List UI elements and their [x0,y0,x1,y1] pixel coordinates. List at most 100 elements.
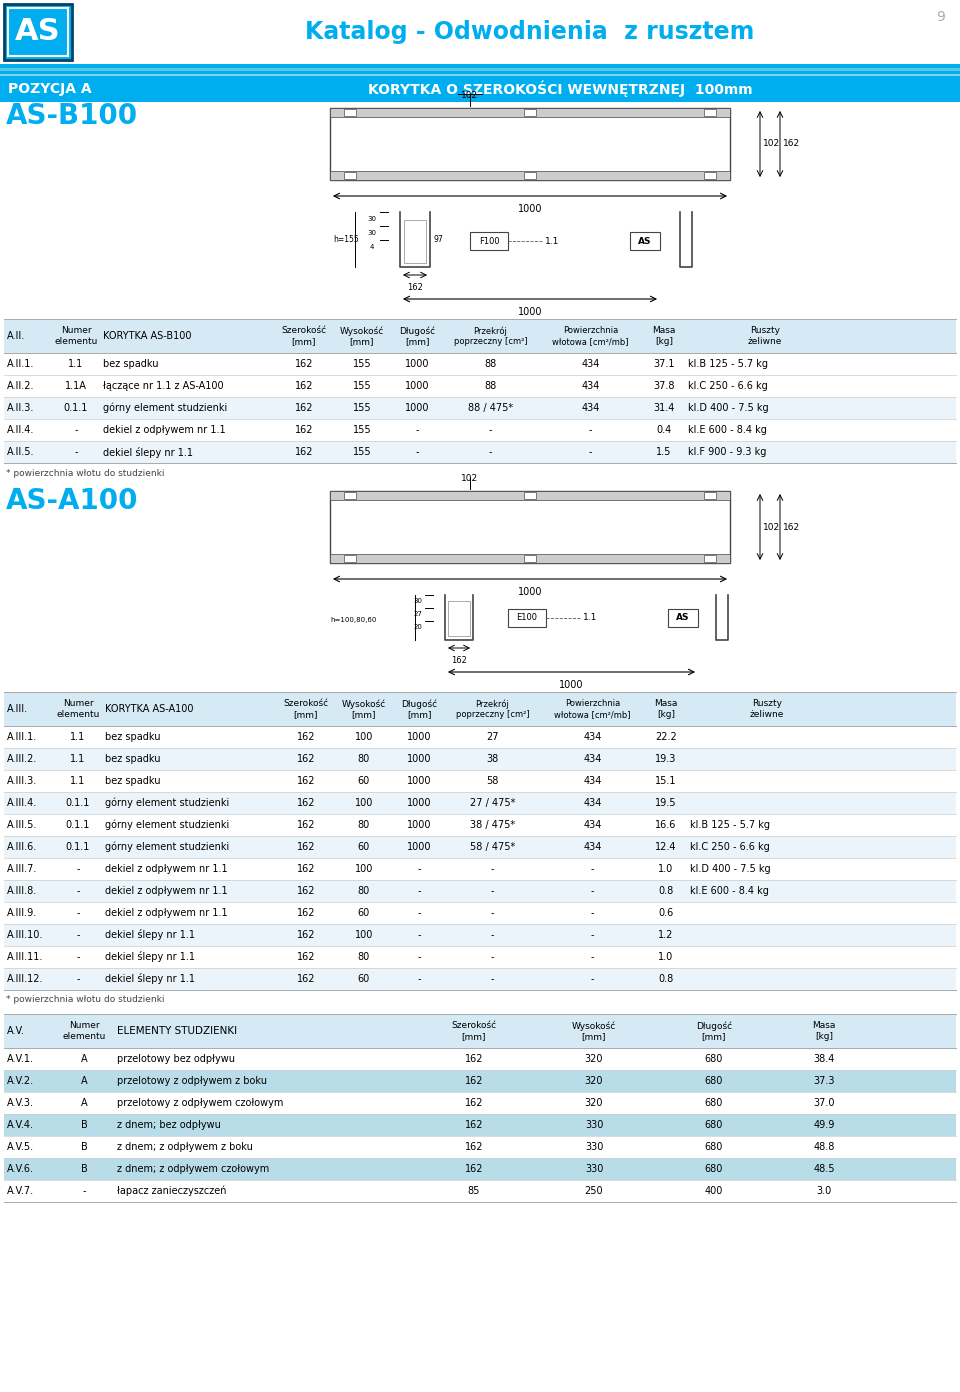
Text: -: - [590,930,594,940]
Bar [8,8,68,56]
Text: B: B [81,1164,87,1173]
Text: 162: 162 [297,885,315,896]
Text: -: - [416,447,419,457]
Text: 434: 434 [584,732,602,742]
Text: A.V.7.: A.V.7. [7,1186,35,1196]
Text: 30: 30 [368,216,376,221]
Text: dekiel ślepy nr 1.1: dekiel ślepy nr 1.1 [105,973,195,984]
Text: 9: 9 [936,10,945,24]
Bar [0,68,960,71]
Text: 155: 155 [352,381,372,391]
Text: A.V.5.: A.V.5. [7,1141,35,1153]
Text: 27 / 475*: 27 / 475* [469,798,516,807]
Text: 434: 434 [584,754,602,764]
Text: -: - [590,974,594,984]
Text: A.III.: A.III. [7,704,28,714]
Text: 1000: 1000 [407,842,431,852]
Text: h=100,80,60: h=100,80,60 [330,617,376,624]
Text: 400: 400 [705,1186,723,1196]
Text: 80: 80 [358,885,371,896]
Bar [4,902,956,924]
Text: 434: 434 [584,842,602,852]
Text: 162: 162 [297,820,315,830]
Text: KORYTKA O SZEROKOŚCI WEWNĘTRZNEJ  100mm: KORYTKA O SZEROKOŚCI WEWNĘTRZNEJ 100mm [368,81,753,97]
Text: 60: 60 [358,842,371,852]
Text: przelotowy bez odpływu: przelotowy bez odpływu [117,1054,235,1063]
Text: górny element studzienki: górny element studzienki [103,402,228,413]
Bar [4,692,956,727]
Text: -: - [590,908,594,917]
Text: 102: 102 [763,522,780,532]
Text: AS: AS [638,237,652,245]
Text: -: - [491,930,494,940]
Text: górny element studzienki: górny element studzienki [105,798,229,809]
Bar [668,610,698,626]
Text: 155: 155 [352,359,372,369]
Text: -: - [491,908,494,917]
Bar [330,491,730,562]
Bar [704,491,716,498]
Bar [4,1048,956,1070]
Text: A.II.: A.II. [7,331,25,341]
Bar [344,109,356,116]
Text: A.III.3.: A.III.3. [7,775,37,786]
Text: 680: 680 [705,1164,723,1173]
Bar [4,967,956,990]
Bar [4,319,956,354]
Bar [704,173,716,180]
Bar [0,0,960,68]
Text: 680: 680 [705,1076,723,1086]
Bar [4,880,956,902]
Text: 162: 162 [295,425,313,434]
Text: 1.1A: 1.1A [65,381,87,391]
Text: 162: 162 [465,1098,483,1108]
Text: 162: 162 [407,283,423,292]
Text: -: - [74,447,78,457]
Text: AS-A100: AS-A100 [6,487,138,515]
Bar [4,419,956,441]
Text: A.II.1.: A.II.1. [7,359,35,369]
Text: 1.0: 1.0 [659,952,674,962]
Text: 0.1.1: 0.1.1 [63,404,88,413]
Text: A: A [81,1054,87,1063]
Text: Wysokość
[mm]: Wysokość [mm] [340,326,384,347]
Text: A.V.6.: A.V.6. [7,1164,34,1173]
Text: 434: 434 [584,798,602,807]
Text: 31.4: 31.4 [654,404,675,413]
Text: POZYCJA A: POZYCJA A [8,82,91,96]
Text: Długość
[mm]: Długość [mm] [401,699,437,718]
Text: Ruszty
żeliwne: Ruszty żeliwne [750,699,784,718]
Text: 1.1: 1.1 [70,775,85,786]
Bar [0,64,960,68]
Text: A.V.2.: A.V.2. [7,1076,35,1086]
Text: bez spadku: bez spadku [105,754,160,764]
Text: A.II.3.: A.II.3. [7,404,35,413]
Bar [4,924,956,947]
Text: 162: 162 [297,798,315,807]
Text: 162: 162 [297,952,315,962]
Text: AS: AS [676,614,689,622]
Text: Ruszty
żeliwne: Ruszty żeliwne [748,326,782,345]
Text: Wysokość
[mm]: Wysokość [mm] [342,699,386,718]
Text: kl.D 400 - 7.5 kg: kl.D 400 - 7.5 kg [690,864,771,874]
Text: Długość
[mm]: Długość [mm] [696,1022,732,1041]
Bar [4,748,956,770]
Bar [330,109,730,180]
Text: 60: 60 [358,775,371,786]
Text: A: A [81,1098,87,1108]
Bar [4,727,956,748]
Text: 162: 162 [297,864,315,874]
Text: Długość
[mm]: Długość [mm] [399,326,435,347]
Bar [524,173,536,180]
Text: 1000: 1000 [407,732,431,742]
Text: AS: AS [15,18,60,46]
Bar [0,71,960,74]
Text: 22.2: 22.2 [655,732,677,742]
Text: Katalog - Odwodnienia  z rusztem: Katalog - Odwodnienia z rusztem [305,19,755,45]
Text: KORYTKA AS-A100: KORYTKA AS-A100 [105,704,194,714]
Bar [630,232,660,251]
Text: 155: 155 [352,404,372,413]
Text: Szerokość
[mm]: Szerokość [mm] [281,326,326,345]
Text: -: - [418,908,420,917]
Text: 434: 434 [584,820,602,830]
